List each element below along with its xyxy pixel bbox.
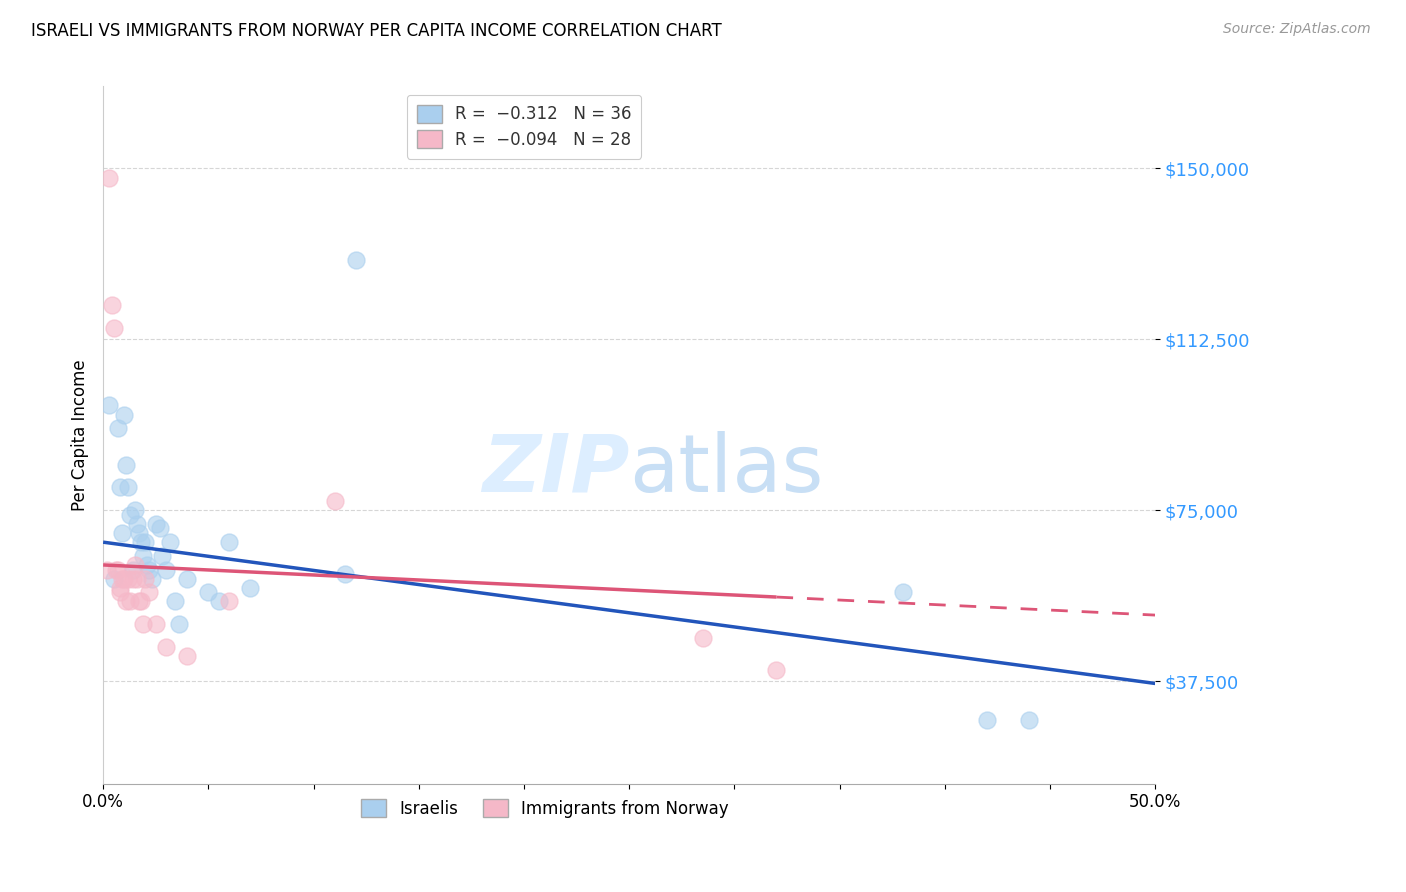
- Point: [1018, 713, 1040, 727]
- Point: [891, 585, 914, 599]
- Point: [176, 649, 198, 664]
- Point: [344, 252, 367, 267]
- Y-axis label: Per Capita Income: Per Capita Income: [72, 359, 89, 511]
- Point: [124, 503, 146, 517]
- Point: [103, 321, 125, 335]
- Point: [208, 594, 231, 608]
- Point: [128, 526, 150, 541]
- Point: [125, 572, 148, 586]
- Point: [129, 594, 152, 608]
- Point: [100, 298, 122, 312]
- Point: [239, 581, 262, 595]
- Point: [125, 516, 148, 531]
- Point: [121, 562, 143, 576]
- Point: [117, 480, 139, 494]
- Point: [145, 516, 167, 531]
- Text: ISRAELI VS IMMIGRANTS FROM NORWAY PER CAPITA INCOME CORRELATION CHART: ISRAELI VS IMMIGRANTS FROM NORWAY PER CA…: [31, 22, 721, 40]
- Point: [128, 594, 150, 608]
- Point: [134, 535, 156, 549]
- Point: [163, 594, 186, 608]
- Point: [141, 572, 163, 586]
- Point: [129, 535, 152, 549]
- Point: [136, 558, 159, 572]
- Point: [108, 585, 131, 599]
- Point: [111, 572, 134, 586]
- Point: [108, 480, 131, 494]
- Point: [976, 713, 998, 727]
- Point: [132, 549, 155, 563]
- Point: [218, 594, 240, 608]
- Point: [98, 399, 121, 413]
- Point: [138, 562, 160, 576]
- Point: [112, 572, 135, 586]
- Point: [120, 508, 142, 522]
- Point: [107, 421, 129, 435]
- Point: [155, 640, 177, 654]
- Point: [112, 408, 135, 422]
- Text: ZIP: ZIP: [482, 431, 628, 509]
- Point: [159, 535, 181, 549]
- Point: [692, 631, 714, 645]
- Point: [115, 594, 138, 608]
- Point: [115, 458, 138, 472]
- Point: [124, 558, 146, 572]
- Text: atlas: atlas: [628, 431, 824, 509]
- Point: [96, 562, 118, 576]
- Point: [138, 585, 160, 599]
- Text: Source: ZipAtlas.com: Source: ZipAtlas.com: [1223, 22, 1371, 37]
- Point: [333, 567, 356, 582]
- Point: [134, 572, 156, 586]
- Point: [107, 562, 129, 576]
- Point: [117, 572, 139, 586]
- Point: [104, 562, 127, 576]
- Point: [132, 617, 155, 632]
- Point: [149, 521, 172, 535]
- Point: [765, 663, 787, 677]
- Point: [155, 562, 177, 576]
- Point: [120, 594, 142, 608]
- Point: [121, 572, 143, 586]
- Point: [197, 585, 219, 599]
- Point: [145, 617, 167, 632]
- Legend: Israelis, Immigrants from Norway: Israelis, Immigrants from Norway: [354, 792, 735, 824]
- Point: [176, 572, 198, 586]
- Point: [150, 549, 173, 563]
- Point: [103, 572, 125, 586]
- Point: [323, 494, 346, 508]
- Point: [98, 170, 121, 185]
- Point: [167, 617, 190, 632]
- Point: [111, 526, 134, 541]
- Point: [218, 535, 240, 549]
- Point: [108, 581, 131, 595]
